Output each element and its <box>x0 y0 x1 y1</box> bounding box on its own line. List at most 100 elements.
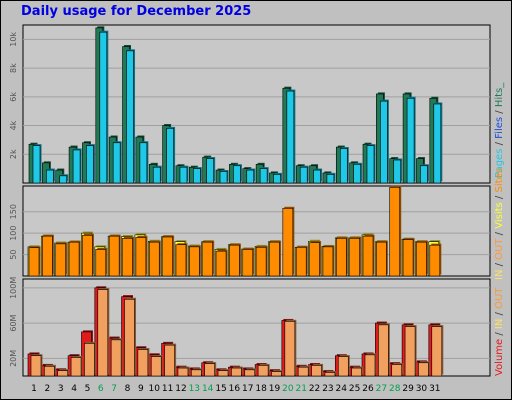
legend-in: IN <box>494 270 505 280</box>
legend-files: Files <box>494 117 505 139</box>
bar-sites-day-26 <box>362 235 374 277</box>
bar-sites-day-18 <box>255 246 267 277</box>
bar-hits-day-3 <box>59 175 68 184</box>
legend-sep: / <box>494 329 505 339</box>
bar-out-day-20 <box>284 321 296 377</box>
bar-out-day-17 <box>244 369 256 377</box>
bar-hits-day-12 <box>179 166 188 184</box>
bar-out-day-6 <box>97 289 109 377</box>
bar-sites-day-21 <box>295 246 307 277</box>
y-tick-label: 100M <box>9 277 18 299</box>
bar-hits-day-18 <box>259 168 268 184</box>
legend-pages: Pages <box>494 149 505 178</box>
bar-out-day-2 <box>44 365 55 377</box>
bar-sites-day-8 <box>122 237 133 277</box>
legend-sep: / <box>494 309 505 319</box>
y-tick-label: 60M <box>9 314 18 331</box>
bar-hits-day-9 <box>139 142 148 184</box>
bar-hits-day-5 <box>86 145 94 184</box>
bar-sites-day-13 <box>189 246 200 277</box>
bar-hits-day-29 <box>406 97 415 184</box>
x-tick-label-day-28: 28 <box>389 384 401 394</box>
bar-sites-day-15 <box>215 250 227 277</box>
bar-hits-day-19 <box>273 174 281 184</box>
x-tick-label-day-29: 29 <box>402 384 414 394</box>
bar-out-day-4 <box>70 357 82 377</box>
bar-sites-day-28 <box>389 186 401 277</box>
y-tick-label: 50 <box>9 249 18 259</box>
x-tick-label-day-22: 22 <box>309 384 320 394</box>
x-tick-label-day-3: 3 <box>58 384 64 394</box>
bar-sites-day-5 <box>82 234 93 277</box>
legend-visits: Visits <box>494 202 505 229</box>
bar-out-day-30 <box>418 362 429 377</box>
bar-hits-day-27 <box>380 100 388 184</box>
bar-out-day-21 <box>297 366 309 377</box>
bar-hits-day-2 <box>46 169 54 184</box>
bar-hits-day-16 <box>233 165 241 184</box>
legend-out-vol: OUT <box>494 287 505 309</box>
bar-hits-day-11 <box>166 128 174 184</box>
x-tick-label-day-12: 12 <box>175 384 186 394</box>
bar-sites-day-14 <box>202 241 213 277</box>
bar-hits-day-20 <box>286 90 295 184</box>
bar-out-day-11 <box>164 344 175 377</box>
x-tick-label-day-23: 23 <box>322 384 333 394</box>
bar-sites-day-4 <box>68 241 80 277</box>
legend-sites: Sites <box>494 168 505 192</box>
y-tick-label: 20M <box>9 350 18 367</box>
bar-sites-day-16 <box>229 244 240 277</box>
bar-out-day-27 <box>378 324 389 377</box>
bar-hits-day-4 <box>72 149 81 184</box>
x-tick-label-day-25: 25 <box>349 384 360 394</box>
x-tick-label-day-17: 17 <box>242 384 253 394</box>
bar-hits-day-30 <box>420 165 428 184</box>
y-tick-label: 100 <box>9 226 18 241</box>
bar-sites-day-3 <box>55 243 67 277</box>
x-tick-label-day-20: 20 <box>282 384 294 394</box>
bar-out-day-16 <box>231 367 242 377</box>
bar-sites-day-7 <box>108 235 120 277</box>
x-tick-label-day-2: 2 <box>44 384 50 394</box>
bar-out-day-8 <box>124 298 135 377</box>
bar-sites-day-20 <box>282 207 294 277</box>
legend-in-vol: IN <box>494 319 505 329</box>
bar-out-day-26 <box>364 354 376 377</box>
bar-sites-day-1 <box>28 247 40 277</box>
x-tick-label-day-13: 13 <box>189 384 200 394</box>
bar-out-day-19 <box>271 371 282 377</box>
x-tick-label-day-30: 30 <box>416 384 428 394</box>
legend-top: Pages / Files / Hits_ <box>494 82 505 178</box>
bar-out-day-22 <box>311 365 322 377</box>
legend-sep: / <box>494 229 505 239</box>
bar-hits-day-24 <box>339 148 348 184</box>
bar-out-day-29 <box>404 326 416 377</box>
x-tick-label-day-18: 18 <box>255 384 267 394</box>
legend-sep: / <box>494 193 505 203</box>
legend-hits: Hits_ <box>494 82 505 107</box>
bar-sites-day-27 <box>376 241 387 277</box>
bar-out-day-28 <box>391 364 403 377</box>
chart-title: Daily usage for December 2025 <box>21 4 252 19</box>
x-tick-label-day-24: 24 <box>336 384 348 394</box>
bar-hits-day-14 <box>206 158 214 184</box>
bar-sites-day-19 <box>269 241 280 277</box>
bar-sites-day-22 <box>309 242 320 277</box>
bar-sites-day-9 <box>135 237 147 277</box>
bar-hits-day-8 <box>126 50 134 184</box>
legend-sep: / <box>494 260 505 270</box>
bar-sites-day-12 <box>175 244 187 277</box>
x-tick-label-day-11: 11 <box>162 384 173 394</box>
bar-out-day-31 <box>431 326 443 377</box>
bar-sites-day-2 <box>42 235 53 277</box>
x-tick-label-day-27: 27 <box>376 384 387 394</box>
bar-sites-day-10 <box>148 241 160 277</box>
x-tick-label-day-6: 6 <box>98 384 104 394</box>
x-tick-label-day-26: 26 <box>362 384 374 394</box>
bar-out-day-1 <box>30 355 42 377</box>
bar-hits-day-23 <box>326 174 335 184</box>
x-tick-label-day-16: 16 <box>229 384 241 394</box>
bar-hits-day-13 <box>193 168 201 184</box>
panel-middle: 50 100 150 <box>9 185 491 277</box>
